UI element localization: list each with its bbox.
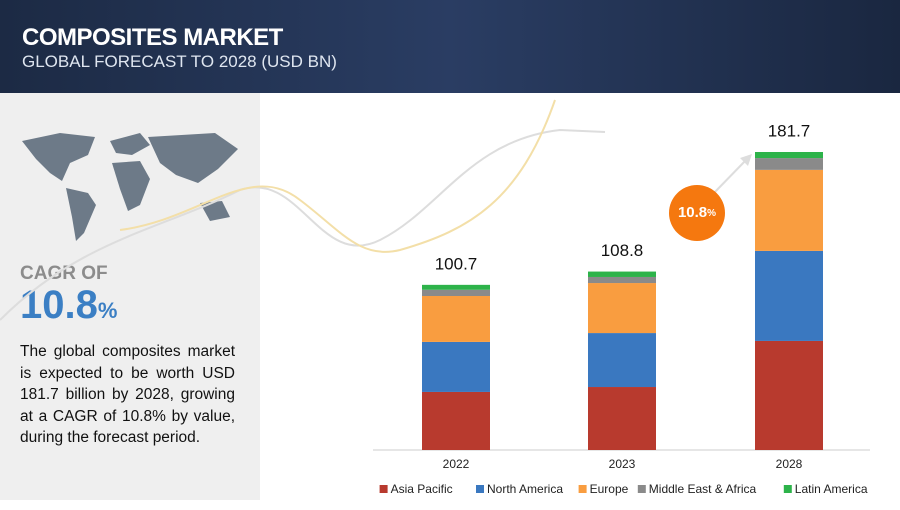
bar-segment: [588, 387, 656, 450]
bar-segment: [755, 158, 823, 170]
bar-segment: [588, 276, 656, 284]
cagr-label: CAGR OF: [20, 263, 108, 284]
bar-segment: [755, 152, 823, 159]
world-map: [22, 133, 238, 241]
cagr-value: 10.8%: [20, 283, 117, 328]
badge-number: 10.8: [678, 204, 707, 221]
bar-segment: [588, 333, 656, 388]
bar-segment: [422, 295, 490, 342]
legend-label: Latin America: [795, 482, 868, 496]
total-label: 100.7: [435, 254, 478, 273]
bar-segment: [588, 271, 656, 277]
cagr-badge-text: 10.8%: [678, 204, 716, 221]
x-tick-label: 2022: [443, 457, 470, 471]
bar-segment: [422, 341, 490, 392]
legend-swatch: [476, 485, 484, 493]
legend-label: Middle East & Africa: [649, 482, 757, 496]
bar-segment: [755, 340, 823, 450]
title: COMPOSITES MARKET: [22, 24, 283, 51]
legend-label: Europe: [590, 482, 629, 496]
total-label: 108.8: [601, 241, 644, 260]
cagr-badge: [669, 185, 725, 241]
bar-segment: [422, 391, 490, 450]
legend-label: North America: [487, 482, 563, 496]
bar-segment: [422, 289, 490, 296]
description: The global composites market is expected…: [20, 343, 235, 446]
legend-swatch: [379, 485, 388, 493]
bar-segment: [422, 284, 490, 290]
x-tick-label: 2023: [609, 457, 636, 471]
legend-swatch: [783, 485, 792, 493]
total-label: 181.7: [768, 121, 811, 140]
x-tick-label: 2028: [776, 457, 803, 471]
subtitle: GLOBAL FORECAST TO 2028 (USD BN): [22, 52, 337, 71]
arrow-head: [740, 154, 752, 166]
cagr-unit: %: [97, 298, 118, 323]
decor-curve: [119, 99, 556, 253]
header: COMPOSITES MARKET GLOBAL FORECAST TO 202…: [0, 0, 900, 93]
bar-segment: [755, 169, 823, 251]
sidebar: CAGR OF 10.8% The global composites mark…: [0, 93, 260, 500]
legend-swatch: [637, 485, 646, 493]
badge-unit: %: [707, 208, 716, 219]
legend-label: Asia Pacific: [391, 482, 453, 496]
bar-segment: [588, 283, 656, 334]
bar-segment: [755, 250, 823, 341]
legend-swatch: [578, 485, 587, 493]
arrow: [711, 157, 749, 196]
decor-curve: [0, 128, 606, 321]
